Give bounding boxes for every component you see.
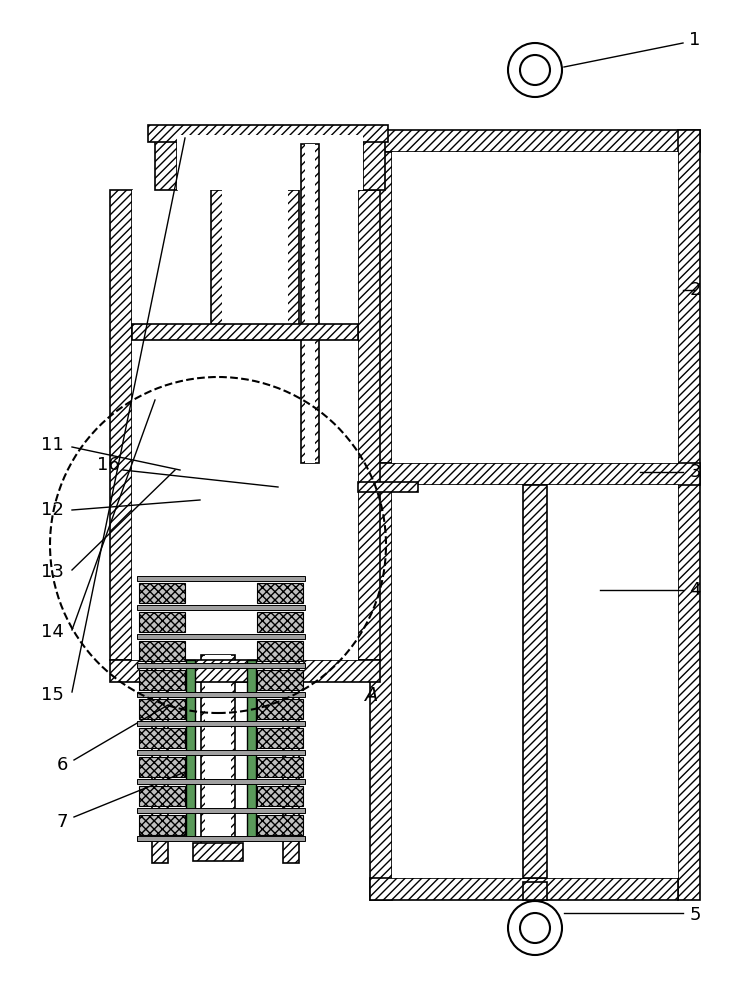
Bar [137, 663, 305, 668]
Bar [137, 779, 305, 784]
Circle shape [520, 55, 550, 85]
Bar [201, 655, 235, 845]
Bar [155, 135, 177, 190]
Bar [137, 750, 305, 755]
Bar [370, 485, 392, 900]
Bar [257, 670, 303, 690]
Text: 3: 3 [689, 463, 701, 481]
Bar [392, 152, 678, 463]
Text: 6: 6 [57, 756, 68, 774]
Bar [370, 878, 678, 900]
Bar [177, 135, 363, 190]
Bar [152, 660, 299, 682]
Bar [110, 660, 380, 682]
Bar [211, 190, 299, 340]
Bar [523, 882, 547, 900]
Bar [139, 815, 185, 835]
Text: 5: 5 [689, 906, 701, 924]
Bar [137, 605, 305, 610]
Text: 2: 2 [689, 281, 701, 299]
Circle shape [520, 913, 550, 943]
Bar [523, 485, 547, 878]
Bar [257, 641, 303, 661]
Bar [370, 463, 700, 485]
Bar [132, 324, 358, 340]
Bar [257, 728, 303, 748]
Bar [137, 808, 305, 813]
Text: 11: 11 [41, 436, 63, 454]
Bar [139, 612, 185, 632]
Bar [148, 125, 388, 142]
Bar [257, 815, 303, 835]
Bar [358, 482, 418, 492]
Bar [205, 655, 231, 845]
Text: 7: 7 [57, 813, 68, 831]
Bar [370, 152, 392, 463]
Text: 16: 16 [97, 456, 119, 474]
Bar [139, 641, 185, 661]
Bar [222, 190, 288, 340]
Bar [139, 728, 185, 748]
Bar [137, 576, 305, 581]
Bar [139, 699, 185, 719]
Bar [139, 786, 185, 806]
Bar [247, 660, 256, 837]
Bar [370, 130, 700, 152]
Text: 1: 1 [689, 31, 701, 49]
Text: 4: 4 [689, 581, 701, 599]
Bar [137, 836, 305, 841]
Text: 12: 12 [41, 501, 63, 519]
Bar [301, 144, 319, 463]
Bar [186, 660, 195, 837]
Text: 14: 14 [41, 623, 63, 641]
Bar [152, 660, 168, 863]
Bar [139, 583, 185, 603]
Bar [363, 135, 385, 190]
Bar [257, 786, 303, 806]
Bar [110, 190, 132, 660]
Bar [137, 634, 305, 639]
Bar [137, 721, 305, 726]
Text: 13: 13 [41, 563, 63, 581]
Bar [257, 699, 303, 719]
Circle shape [508, 43, 562, 97]
Bar [358, 190, 380, 660]
Bar [139, 757, 185, 777]
Bar [392, 485, 678, 878]
Bar [283, 660, 299, 863]
Text: 15: 15 [41, 686, 63, 704]
Bar [139, 670, 185, 690]
Text: A: A [364, 686, 378, 705]
Bar [137, 692, 305, 697]
Circle shape [508, 901, 562, 955]
Bar [257, 583, 303, 603]
Bar [678, 130, 700, 900]
Bar [257, 612, 303, 632]
Bar [193, 843, 243, 861]
Bar [257, 757, 303, 777]
Bar [305, 144, 315, 463]
Bar [132, 190, 358, 660]
